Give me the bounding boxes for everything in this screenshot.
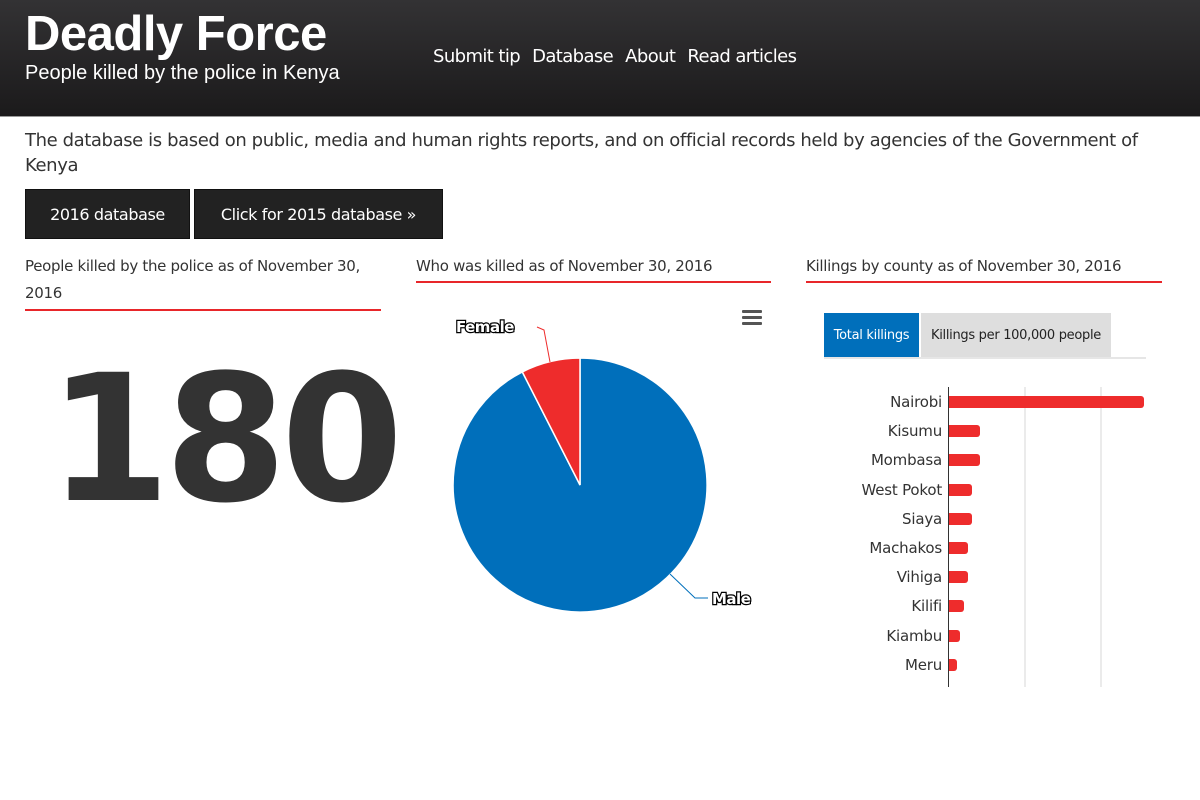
bar-row: Kilifi (800, 596, 1160, 616)
bar-row: Meru (800, 655, 1160, 675)
bar-row: Siaya (800, 509, 1160, 529)
tab-total-killings[interactable]: Total killings (824, 313, 919, 358)
county-bar[interactable] (949, 454, 980, 467)
y-axis (948, 387, 949, 687)
gridline (1100, 387, 1102, 687)
female-label-connector (536, 326, 551, 363)
title-divider (416, 281, 771, 283)
bar-row: Vihiga (800, 567, 1160, 587)
county-label: Kilifi (911, 597, 942, 616)
title-divider (806, 281, 1162, 283)
site-subtitle: People killed by the police in Kenya (25, 62, 340, 84)
county-label: Nairobi (890, 393, 942, 411)
county-label: Meru (904, 655, 942, 674)
bar-row: West Pokot (800, 480, 1160, 500)
hamburger-menu-icon[interactable] (742, 310, 762, 326)
nav-read-articles[interactable]: Read articles (687, 46, 797, 67)
county-label: Siaya (902, 509, 942, 528)
intro-text: The database is based on public, media a… (25, 130, 1138, 176)
county-label: Machakos (869, 539, 942, 557)
county-bar[interactable] (949, 425, 980, 438)
title-divider (25, 309, 381, 311)
site-header: Deadly Force People killed by the police… (0, 0, 1200, 117)
county-bar[interactable] (949, 658, 957, 671)
female-label: Female (456, 318, 514, 336)
county-chart-title: Killings by county as of November 30, 20… (806, 257, 1122, 275)
main-nav: Submit tip Database About Read articles (433, 46, 797, 67)
database-2015-button[interactable]: Click for 2015 database » (194, 189, 443, 239)
bar-row: Kiambu (800, 626, 1160, 646)
bar-row: Machakos (800, 538, 1160, 558)
county-label: Mombasa (870, 451, 942, 470)
site-title[interactable]: Deadly Force (25, 7, 327, 61)
nav-submit-tip[interactable]: Submit tip (433, 46, 521, 67)
nav-about[interactable]: About (625, 46, 676, 67)
nav-database[interactable]: Database (532, 46, 614, 67)
tab-killings-per-100k[interactable]: Killings per 100,000 people (921, 313, 1111, 358)
male-label-connector (669, 573, 708, 599)
bar-row: Nairobi (800, 392, 1160, 412)
total-killed-value: 180 (48, 337, 403, 542)
county-bar[interactable] (949, 600, 965, 613)
gender-pie-chart: Female Male (452, 317, 752, 613)
county-label: Kiambu (886, 626, 942, 645)
county-label: Kisumu (887, 422, 942, 441)
gender-chart-title: Who was killed as of November 30, 2016 (416, 257, 713, 275)
county-bar[interactable] (949, 629, 961, 642)
male-label: Male (712, 590, 751, 608)
county-bar[interactable] (949, 512, 972, 525)
tab-underline (824, 357, 1146, 359)
county-bar-chart: Nairobi Kisumu Mombasa West Pokot Siaya Macha… (800, 387, 1160, 687)
total-killed-title: People killed by the police as of Novemb… (25, 257, 360, 302)
county-bar[interactable] (949, 571, 969, 584)
bar-row: Mombasa (800, 450, 1160, 470)
county-bar[interactable] (949, 396, 1145, 408)
county-bar[interactable] (949, 542, 969, 554)
database-2016-button[interactable]: 2016 database (25, 189, 190, 239)
bar-row: Kisumu (800, 421, 1160, 441)
county-label: West Pokot (861, 480, 942, 499)
gridline (1024, 387, 1026, 687)
county-label: Vihiga (896, 568, 942, 587)
county-bar[interactable] (949, 483, 972, 496)
